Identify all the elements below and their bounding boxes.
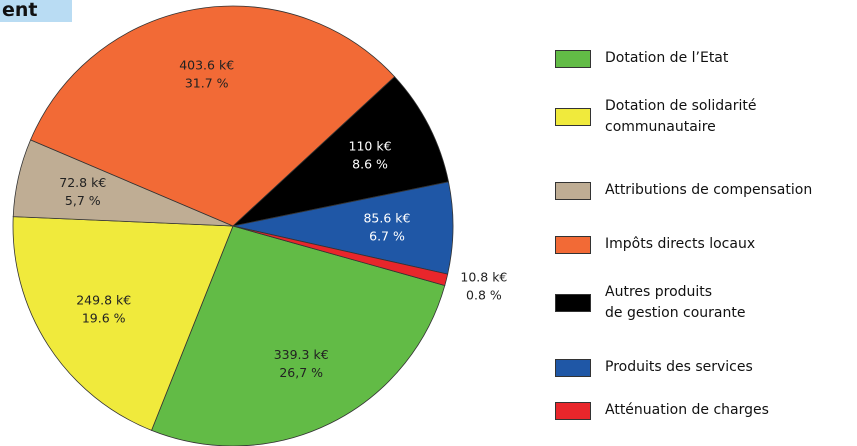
data-label: 10.8 k€ <box>460 269 507 284</box>
percent-label: 19.6 % <box>82 311 126 326</box>
percent-label: 31.7 % <box>185 75 229 90</box>
data-label: 403.6 k€ <box>179 57 234 72</box>
legend-label: Dotation de solidarité communautaire <box>605 98 757 135</box>
legend-label: Dotation de l’Etat <box>605 50 729 66</box>
percent-label: 6.7 % <box>369 228 405 243</box>
pie-slice <box>232 225 449 287</box>
pie-slice <box>30 5 396 227</box>
pie-slice <box>151 225 446 446</box>
legend-swatch <box>555 236 591 254</box>
data-label: 110 k€ <box>349 139 392 154</box>
percent-label: 8.6 % <box>352 157 388 172</box>
legend-swatch <box>555 294 591 312</box>
legend-label: Impôts directs locaux <box>605 236 756 252</box>
legend-label: Atténuation de charges <box>605 402 769 418</box>
pie-slice <box>231 76 449 227</box>
percent-label: 26,7 % <box>279 365 323 380</box>
chart-title: ent <box>0 0 72 22</box>
legend-swatch <box>555 50 591 68</box>
legend-label: Attributions de compensation <box>605 182 813 198</box>
percent-label: 0.8 % <box>466 287 502 302</box>
legend-swatch <box>555 359 591 377</box>
legend-swatch <box>555 402 591 420</box>
legend-label: Autres produits de gestion courante <box>605 284 746 321</box>
legend-swatch <box>555 182 591 200</box>
data-label: 339.3 k€ <box>274 347 329 362</box>
pie-slice <box>12 216 234 431</box>
legend-label: Produits des services <box>605 359 753 375</box>
data-label: 72.8 k€ <box>59 175 106 190</box>
data-label: 249.8 k€ <box>76 293 131 308</box>
data-label: 85.6 k€ <box>363 210 410 225</box>
percent-label: 5,7 % <box>65 193 101 208</box>
legend-swatch <box>555 108 591 126</box>
